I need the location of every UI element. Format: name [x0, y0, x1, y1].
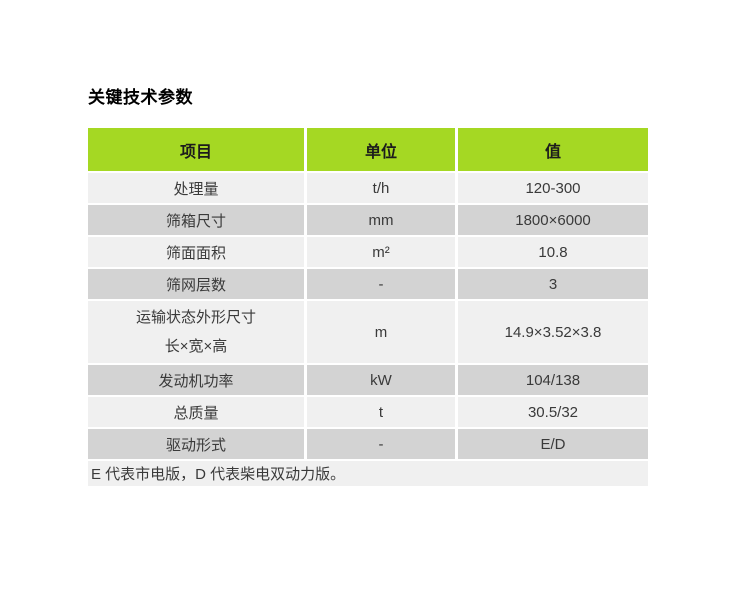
cell-item: 处理量 — [88, 173, 304, 203]
spec-section: 关键技术参数 项目 单位 值 处理量 t/h 120-300 筛箱尺寸 mm 1… — [88, 86, 648, 486]
cell-item: 筛网层数 — [88, 269, 304, 299]
column-header-item: 项目 — [88, 128, 304, 171]
cell-item: 筛面面积 — [88, 237, 304, 267]
cell-value: 3 — [458, 269, 648, 299]
cell-value: 14.9×3.52×3.8 — [458, 301, 648, 363]
cell-value: 1800×6000 — [458, 205, 648, 235]
cell-item-line1: 运输状态外形尺寸 — [135, 309, 256, 326]
cell-unit: - — [307, 429, 455, 459]
cell-item: 发动机功率 — [88, 365, 304, 395]
cell-value: 104/138 — [458, 365, 648, 395]
cell-unit: t — [307, 397, 455, 427]
page-title: 关键技术参数 — [88, 88, 193, 107]
table-footnote: E 代表市电版，D 代表柴电双动力版。 — [88, 461, 648, 486]
cell-unit: m — [307, 301, 455, 363]
cell-value: 30.5/32 — [458, 397, 648, 427]
cell-unit: t/h — [307, 173, 455, 203]
cell-item-line2: 长×宽×高 — [164, 338, 228, 355]
cell-value: 10.8 — [458, 237, 648, 267]
cell-value: 120-300 — [458, 173, 648, 203]
cell-item: 总质量 — [88, 397, 304, 427]
cell-unit: mm — [307, 205, 455, 235]
column-header-value: 值 — [458, 128, 648, 171]
cell-unit: kW — [307, 365, 455, 395]
spec-table: 项目 单位 值 处理量 t/h 120-300 筛箱尺寸 mm 1800×600… — [88, 128, 648, 486]
cell-item: 运输状态外形尺寸 长×宽×高 — [88, 301, 304, 363]
cell-unit: m² — [307, 237, 455, 267]
cell-item: 筛箱尺寸 — [88, 205, 304, 235]
cell-item: 驱动形式 — [88, 429, 304, 459]
cell-value: E/D — [458, 429, 648, 459]
column-header-unit: 单位 — [307, 128, 455, 171]
cell-unit: - — [307, 269, 455, 299]
